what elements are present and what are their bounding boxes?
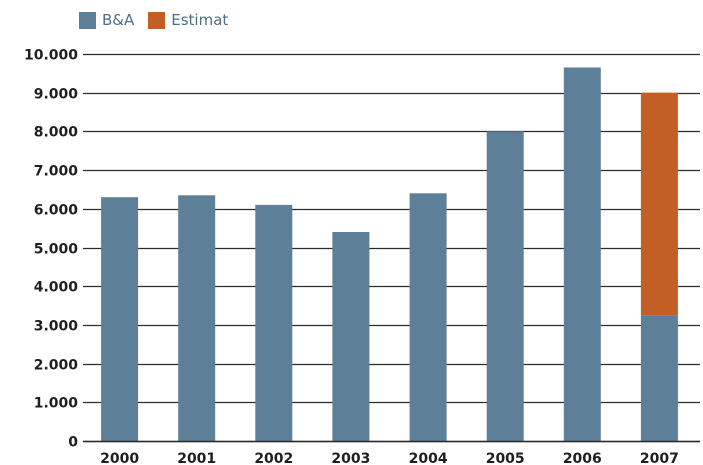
y-tick-label: 7.000 <box>34 164 79 180</box>
bar-b-and-a-2001 <box>178 195 216 441</box>
y-tick-label: 5.000 <box>34 242 79 258</box>
y-tick-label: 9.000 <box>34 87 79 103</box>
legend-item-estimat: Estimat <box>148 11 228 29</box>
y-tick-label: 2.000 <box>34 358 79 374</box>
bar-b-and-a-2000 <box>101 197 139 441</box>
y-tick-label: 3.000 <box>34 319 79 335</box>
legend-item-b-and-a: B&A <box>79 11 134 29</box>
x-tick-label: 2006 <box>563 451 602 465</box>
legend-label-b-and-a: B&A <box>102 11 135 29</box>
legend-label-estimat: Estimat <box>171 11 229 29</box>
y-tick-label: 8.000 <box>34 125 79 141</box>
bar-b-and-a-2007 <box>640 315 678 441</box>
x-tick-label: 2002 <box>254 451 293 465</box>
x-tick-label: 2007 <box>640 451 679 465</box>
bar-b-and-a-2002 <box>255 204 293 441</box>
bar-b-and-a-2006 <box>563 67 601 441</box>
y-tick-label: 6.000 <box>34 203 79 219</box>
legend: B&A Estimat <box>79 9 228 31</box>
y-tick-label: 4.000 <box>34 280 79 296</box>
bar-b-and-a-2005 <box>486 131 524 441</box>
legend-swatch-estimat <box>148 11 166 29</box>
x-tick-label: 2005 <box>486 451 525 465</box>
y-tick-label: 1.000 <box>34 396 79 412</box>
y-tick-label: 10.000 <box>24 48 78 64</box>
bar-b-and-a-2003 <box>332 232 370 441</box>
x-tick-label: 2004 <box>409 451 448 465</box>
x-tick-label: 2003 <box>331 451 370 465</box>
x-tick-label: 2000 <box>100 451 139 465</box>
legend-swatch-b-and-a <box>79 11 96 29</box>
bar-b-and-a-2004 <box>409 193 447 441</box>
y-tick-label: 0 <box>68 435 78 451</box>
x-tick-label: 2001 <box>177 451 216 465</box>
bar-estimat-2007 <box>640 92 678 316</box>
